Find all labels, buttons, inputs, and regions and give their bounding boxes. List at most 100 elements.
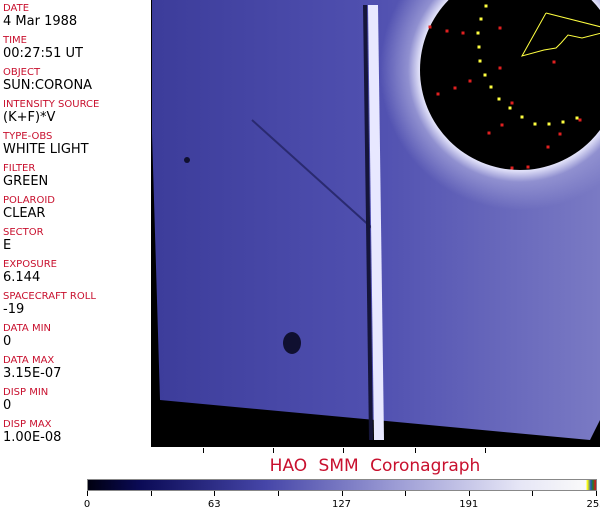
overlay-marker [552, 60, 556, 64]
axis-tick [343, 448, 344, 453]
occulter-disk [420, 0, 600, 170]
metadata-label: SPACECRAFT ROLL [3, 291, 96, 302]
overlay-marker [479, 17, 483, 21]
overlay-marker [483, 73, 487, 77]
colorbar-tick [150, 491, 152, 496]
colorbar-tick [214, 491, 216, 496]
overlay-marker [533, 122, 537, 126]
metadata-panel: DATE 4 Mar 1988 TIME 00:27:51 UT OBJECT SUN:C… [0, 0, 152, 447]
metadata-row-time: TIME 00:27:51 UT [3, 35, 83, 61]
colorbar [87, 479, 597, 491]
metadata-value: 3.15E-07 [3, 366, 62, 381]
pylon-dark [363, 5, 373, 440]
overlay-marker [484, 4, 488, 8]
colorbar-tick-label: 0 [83, 499, 91, 510]
diagonal-streak [251, 119, 373, 229]
metadata-value: (K+F)*V [3, 110, 56, 125]
colorbar-tick-label: 63 [207, 499, 221, 510]
overlay-marker [498, 66, 502, 70]
metadata-value: 0 [3, 398, 12, 413]
metadata-value: E [3, 238, 12, 253]
overlay-marker [487, 131, 491, 135]
metadata-value: -19 [3, 302, 25, 317]
axis-tick [203, 448, 204, 453]
overlay-marker [508, 106, 512, 110]
coronagraph-image-svg [148, 0, 600, 440]
metadata-row-type-obs: TYPE-OBS WHITE LIGHT [3, 131, 89, 157]
metadata-label: OBJECT [3, 67, 41, 78]
pylon-shadow [368, 5, 384, 440]
metadata-value: GREEN [3, 174, 49, 189]
overlay-marker [476, 31, 480, 35]
metadata-label: FILTER [3, 163, 36, 174]
overlay-marker [546, 145, 550, 149]
dark-dot [184, 157, 190, 163]
metadata-label: INTENSITY SOURCE [3, 99, 100, 110]
metadata-row-object: OBJECT SUN:CORONA [3, 67, 92, 93]
metadata-value: CLEAR [3, 206, 46, 221]
metadata-label: DATA MIN [3, 323, 51, 334]
overlay-marker [578, 118, 582, 122]
metadata-row-data-max: DATA MAX 3.15E-07 [3, 355, 61, 381]
metadata-row-spacecraft-roll: SPACECRAFT ROLL -19 [3, 291, 96, 317]
metadata-label: DATE [3, 3, 30, 14]
overlay-marker [445, 29, 449, 33]
metadata-value: SUN:CORONA [3, 78, 93, 93]
axis-tick [415, 448, 416, 453]
colorbar-tick [468, 491, 470, 496]
metadata-row-data-min: DATA MIN 0 [3, 323, 51, 349]
metadata-row-exposure: EXPOSURE 6.144 [3, 259, 57, 285]
colorbar-tick [277, 491, 279, 496]
coronagraph-image [148, 0, 600, 447]
metadata-label: SECTOR [3, 227, 44, 238]
overlay-marker [428, 25, 432, 29]
metadata-row-sector: SECTOR E [3, 227, 44, 253]
metadata-value: 4 Mar 1988 [3, 14, 78, 29]
overlay-marker [489, 85, 493, 89]
overlay-markers [428, 4, 582, 170]
overlay-marker [558, 132, 562, 136]
metadata-label: EXPOSURE [3, 259, 58, 270]
overlay-marker [561, 120, 565, 124]
metadata-value: 0 [3, 334, 12, 349]
overlay-marker [461, 31, 465, 35]
metadata-row-polaroid: POLAROID CLEAR [3, 195, 55, 221]
metadata-row-filter: FILTER GREEN [3, 163, 48, 189]
colorbar-tick [532, 491, 534, 496]
colorbar-tick-label: 191 [459, 499, 479, 510]
overlay-marker [468, 79, 472, 83]
metadata-label: DISP MAX [3, 419, 52, 430]
metadata-row-date: DATE 4 Mar 1988 [3, 3, 77, 29]
colorbar-tick [405, 491, 407, 496]
metadata-value: WHITE LIGHT [3, 142, 89, 157]
overlay-marker [510, 101, 514, 105]
overlay-marker [498, 26, 502, 30]
metadata-label: POLAROID [3, 195, 56, 206]
colorbar-tick-label: 127 [331, 499, 352, 510]
colorbar-tick [341, 491, 343, 496]
metadata-label: TYPE-OBS [3, 131, 53, 142]
axis-tick [485, 448, 486, 453]
overlay-marker [478, 59, 482, 63]
metadata-label: DISP MIN [3, 387, 49, 398]
overlay-marker [436, 92, 440, 96]
metadata-value: 6.144 [3, 270, 41, 285]
overlay-marker [526, 165, 530, 169]
overlay-marker [510, 166, 514, 170]
metadata-row-disp-max: DISP MAX 1.00E-08 [3, 419, 61, 445]
axis-tick [273, 448, 274, 453]
metadata-row-disp-min: DISP MIN 0 [3, 387, 48, 413]
colorbar-tick [87, 491, 88, 496]
plot-title: HAO SMM Coronagraph [269, 456, 481, 476]
metadata-label: DATA MAX [3, 355, 55, 366]
metadata-value: 00:27:51 UT [3, 46, 83, 61]
metadata-row-intensity-source: INTENSITY SOURCE (K+F)*V [3, 99, 99, 125]
colorbar-tick-label: 255 [586, 499, 600, 510]
overlay-marker [497, 97, 501, 101]
metadata-value: 1.00E-08 [3, 430, 62, 445]
overlay-marker [453, 86, 457, 90]
overlay-marker [500, 123, 504, 127]
polygon-overlay [520, 12, 600, 57]
dark-spot [283, 332, 301, 354]
overlay-marker [547, 122, 551, 126]
